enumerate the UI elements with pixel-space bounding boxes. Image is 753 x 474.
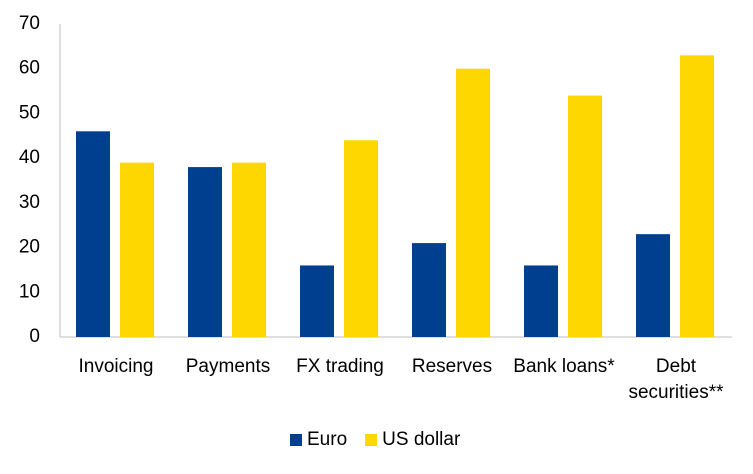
bar (412, 243, 446, 337)
y-tick-label: 40 (19, 147, 40, 168)
y-tick-label: 10 (19, 281, 40, 302)
y-tick-label: 30 (19, 192, 40, 213)
bar (188, 167, 222, 337)
bar (232, 162, 266, 337)
bar (344, 140, 378, 337)
bar (456, 68, 490, 337)
bar (76, 131, 110, 337)
x-tick-label: Payments (185, 356, 271, 377)
bar (680, 55, 714, 338)
x-tick-label: Invoicing (78, 356, 154, 377)
bar (524, 265, 558, 337)
legend-swatch (290, 434, 302, 446)
y-tick-label: 50 (19, 102, 40, 123)
y-tick-label: 20 (19, 237, 40, 258)
bar (120, 162, 154, 337)
bar (636, 234, 670, 337)
bar (568, 95, 602, 338)
legend-label: Euro (307, 429, 347, 450)
y-tick-label: 70 (19, 13, 40, 34)
y-tick-label: 60 (19, 58, 40, 79)
legend-label: US dollar (382, 429, 461, 450)
legend-swatch (365, 434, 378, 446)
bar (300, 265, 334, 337)
x-tick-label: Reserves (411, 356, 493, 377)
x-tick-label: Debt securities** (628, 356, 724, 403)
x-tick-label: Bank loans* (513, 356, 615, 377)
y-tick-label: 0 (29, 326, 40, 347)
x-tick-label: FX trading (296, 356, 384, 377)
